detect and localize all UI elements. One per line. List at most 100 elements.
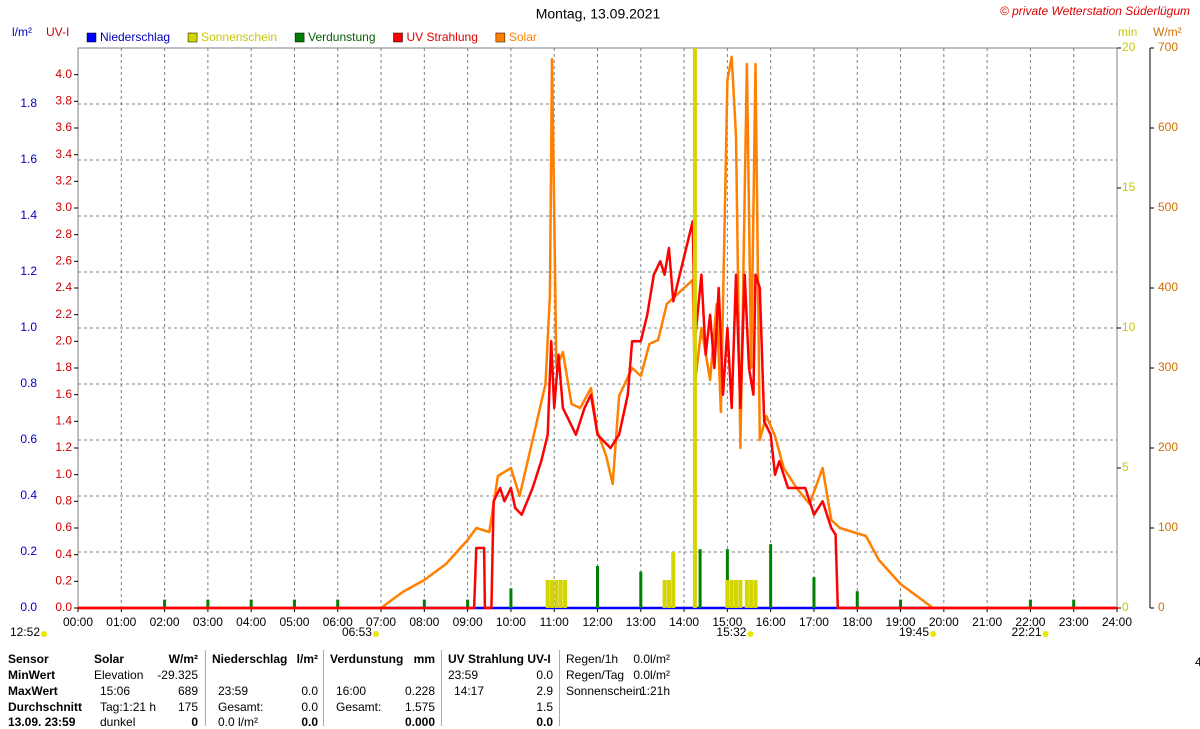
- table-cell: 0.0 l/m²: [218, 715, 259, 729]
- table-cell: 0.0: [301, 715, 318, 729]
- bar: [744, 580, 749, 608]
- separator: [559, 650, 560, 726]
- table-cell: Verdunstung: [330, 652, 404, 666]
- sun-marker: [930, 631, 937, 637]
- sun-time: 06:53: [342, 625, 372, 639]
- credit: © private Wetterstation Süderlügum: [1000, 4, 1190, 18]
- x-tick-label: 18:00: [842, 615, 872, 629]
- y3-tick-label: 10: [1122, 320, 1136, 334]
- y4-tick-label: 200: [1158, 440, 1178, 454]
- table-cell: 0.0l/m²: [633, 668, 670, 682]
- table-cell: 1:21h: [639, 684, 670, 698]
- y2-tick-label: 0.0: [55, 600, 72, 614]
- table-cell: Gesamt:: [336, 700, 382, 714]
- y2-tick-label: 1.6: [55, 387, 72, 401]
- legend-swatch: [187, 32, 198, 43]
- table-cell: 0.000: [404, 715, 435, 729]
- marks: [78, 48, 1117, 610]
- bar: [336, 599, 340, 608]
- separator: [323, 650, 324, 726]
- y-tick-label: 1.0: [20, 320, 37, 334]
- y-tick-label: 0.2: [20, 544, 37, 558]
- table-cell: 0.0: [301, 700, 318, 714]
- x-tick-label: 15:00: [712, 615, 742, 629]
- x-tick-label: 07:00: [366, 615, 396, 629]
- y2-tick-label: 4.0: [55, 67, 72, 81]
- table-cell: 0.0l/m²: [633, 652, 670, 666]
- y4-tick-label: 400: [1158, 280, 1178, 294]
- y2-tick-label: 3.2: [55, 174, 72, 188]
- y4-tick-label: 300: [1158, 360, 1178, 374]
- table-cell: 0.0: [301, 684, 318, 698]
- x-tick-label: 10:00: [496, 615, 526, 629]
- x-tick-label: 14:00: [669, 615, 699, 629]
- table-cell: 0.0: [536, 715, 553, 729]
- y4-axis-title: W/m²: [1153, 25, 1182, 39]
- sun-time: 19:45: [899, 625, 929, 639]
- y2-tick-label: 1.4: [55, 414, 72, 428]
- x-tick-label: 12:00: [582, 615, 612, 629]
- table-cell: 689: [177, 684, 198, 698]
- bar: [639, 571, 643, 608]
- x-tick-label: 20:00: [929, 615, 959, 629]
- table-cell: -29.325: [157, 668, 198, 682]
- bar: [692, 48, 697, 608]
- sun-time: 22:21: [1012, 625, 1042, 639]
- y-tick-label: 0.8: [20, 376, 37, 390]
- x-tick-label: 22:00: [1015, 615, 1045, 629]
- y2-tick-label: 2.8: [55, 227, 72, 241]
- x-tick-label: 11:00: [540, 615, 569, 629]
- y2-tick-label: 2.6: [55, 254, 72, 268]
- table-cell: Sensor: [8, 652, 49, 666]
- bar: [558, 580, 563, 608]
- bar: [550, 580, 555, 608]
- table-cell: UV Strahlung UV-I: [448, 652, 551, 666]
- edge-label: 4: [1195, 655, 1200, 669]
- table-cell: 1.575: [404, 700, 435, 714]
- legend-swatch: [495, 32, 506, 43]
- x-tick-label: 23:00: [1059, 615, 1089, 629]
- table-cell: 14:17: [454, 684, 485, 698]
- bar: [292, 599, 296, 608]
- table-cell: W/m²: [168, 652, 198, 666]
- y-axis-title: l/m²: [12, 25, 32, 39]
- table-cell: 1.5: [536, 700, 553, 714]
- bar: [1072, 599, 1076, 608]
- table-cell: Solar: [94, 652, 125, 666]
- bar: [729, 580, 734, 608]
- y2-tick-label: 0.8: [55, 494, 72, 508]
- bar: [509, 588, 513, 608]
- sun-marker: [372, 631, 379, 637]
- legend-label: Verdunstung: [308, 30, 375, 44]
- y3-tick-label: 20: [1122, 40, 1136, 54]
- y3-tick-label: 0: [1122, 600, 1129, 614]
- bar: [749, 580, 754, 608]
- table-cell: 16:00: [336, 684, 367, 698]
- table-cell: 0.228: [404, 684, 435, 698]
- series-line: [78, 220, 1117, 610]
- table-cell: MaxWert: [8, 684, 58, 698]
- bar: [163, 599, 167, 608]
- y2-tick-label: 2.2: [55, 307, 72, 321]
- bar: [769, 544, 773, 608]
- bar: [855, 591, 859, 608]
- bar: [671, 552, 676, 608]
- x-tick-label: 19:00: [886, 615, 916, 629]
- table-cell: dunkel: [100, 715, 136, 729]
- x-tick-label: 17:00: [799, 615, 829, 629]
- sun-marker: [1042, 631, 1049, 637]
- table-cell: 2.9: [536, 684, 553, 698]
- bar: [422, 599, 426, 608]
- bar: [206, 599, 210, 608]
- series-line: [78, 55, 1117, 610]
- y2-tick-label: 0.2: [55, 574, 72, 588]
- table-cell: Gesamt:: [218, 700, 264, 714]
- bar: [725, 580, 730, 608]
- legend-label: Sonnenschein: [201, 30, 277, 44]
- bar: [662, 580, 667, 608]
- grid: [74, 47, 1154, 612]
- bar: [725, 549, 729, 608]
- y4-tick-label: 0: [1158, 600, 1165, 614]
- y2-tick-label: 1.0: [55, 467, 72, 481]
